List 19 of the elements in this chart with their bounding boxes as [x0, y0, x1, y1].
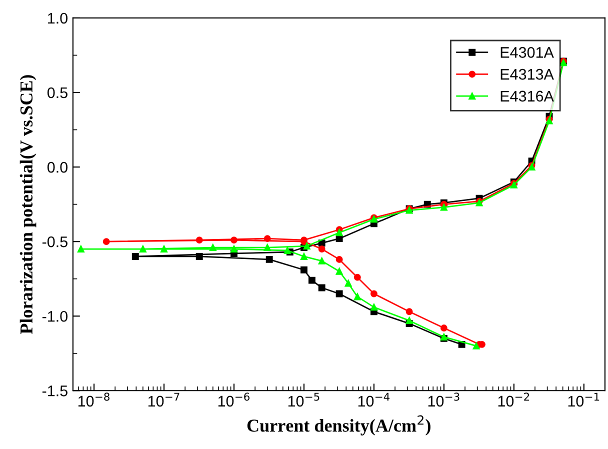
x-tick-label: 10$^{−3}$: [428, 392, 460, 407]
x-tick-label: 10$^{−4}$: [358, 392, 390, 407]
legend-label: E4313A: [500, 68, 554, 80]
x-tick-label: 10$^{−2}$: [498, 392, 530, 407]
x-tick-label: 10$^{−8}$: [78, 392, 110, 407]
x-axis-title: Current density(A/cm$^{2}$): [247, 415, 430, 436]
y-tick-label: -0.5: [42, 236, 68, 248]
y-tick-label: 1.0: [48, 12, 68, 24]
y-axis-title: Plorarization potential(V vs.SCE): [20, 75, 36, 334]
y-tick-label: -1.5: [42, 386, 68, 396]
x-tick-label: 10$^{−6}$: [218, 392, 250, 407]
legend-label: E4301A: [500, 47, 554, 58]
x-tick-label: 10$^{−5}$: [288, 392, 320, 407]
y-tick-label: 0.5: [47, 87, 68, 98]
y-tick-label: -1.0: [42, 310, 68, 322]
x-tick-label: 10$^{−1}$: [568, 392, 600, 407]
x-tick-label: 10$^{−7}$: [148, 392, 180, 407]
legend-label: E4316A: [500, 90, 554, 102]
y-tick-label: 0.0: [47, 162, 68, 173]
